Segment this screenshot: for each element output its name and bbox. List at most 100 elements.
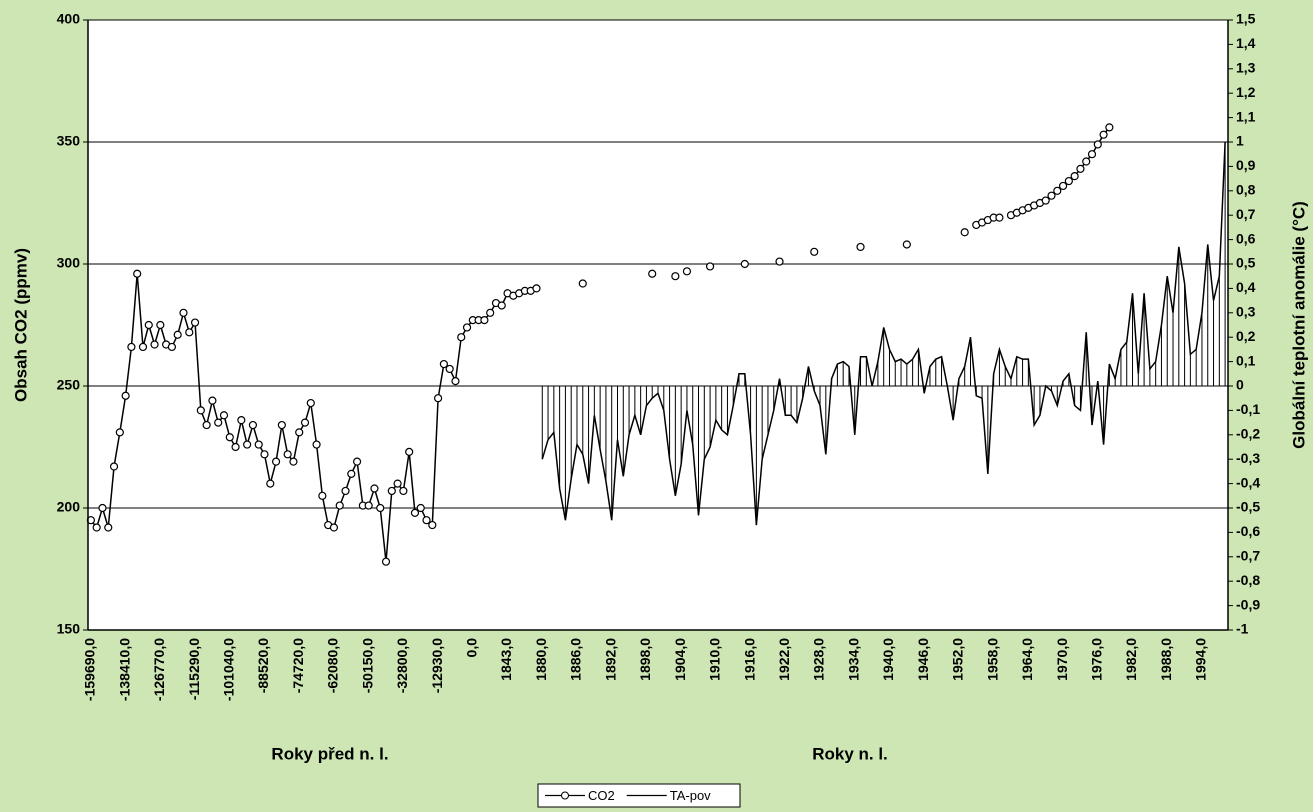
marker — [289, 457, 298, 466]
marker — [173, 330, 182, 339]
marker — [960, 228, 969, 237]
x-tick-label: 1928,0 — [811, 638, 827, 681]
x-tick-label: -62080,0 — [325, 638, 341, 693]
y2-tick-label: -0,2 — [1236, 426, 1260, 442]
marker — [1082, 157, 1091, 166]
x-tick-label: 1922,0 — [776, 638, 792, 681]
x-tick-label: 1988,0 — [1158, 638, 1174, 681]
y2-tick-label: -0,1 — [1236, 401, 1260, 417]
marker — [1076, 164, 1085, 173]
marker — [104, 523, 113, 532]
y-tick-label: 200 — [57, 499, 81, 515]
marker — [231, 442, 240, 452]
marker — [196, 406, 205, 415]
marker — [208, 396, 217, 405]
marker — [416, 503, 425, 513]
y2-tick-label: 0,4 — [1236, 279, 1256, 295]
marker — [237, 416, 246, 425]
marker — [214, 418, 223, 427]
marker — [1041, 196, 1050, 205]
marker — [462, 323, 472, 332]
x-tick-label: 1843,0 — [498, 638, 514, 681]
x-tick-label: 1952,0 — [950, 638, 966, 681]
x-tick-label: 1946,0 — [915, 638, 931, 681]
x-axis-title: Roky n. l. — [812, 744, 888, 763]
y2-tick-label: -0,3 — [1236, 450, 1260, 466]
plot-area — [88, 20, 1228, 630]
x-tick-label: 1880,0 — [533, 638, 549, 681]
marker — [150, 340, 159, 349]
y2-tick-label: -0,6 — [1236, 523, 1260, 539]
marker — [335, 501, 344, 510]
marker — [329, 523, 339, 532]
marker — [318, 491, 327, 500]
marker — [202, 420, 211, 430]
marker — [810, 247, 819, 256]
marker — [277, 420, 286, 430]
marker — [434, 394, 443, 403]
x-tick-label: 1994,0 — [1193, 638, 1209, 681]
marker — [121, 391, 130, 400]
marker — [352, 457, 362, 466]
marker — [457, 333, 466, 342]
y2-tick-label: -0,9 — [1236, 596, 1260, 612]
y-tick-label: 250 — [57, 377, 81, 393]
marker — [856, 242, 865, 252]
x-tick-label: 1910,0 — [707, 638, 723, 681]
marker — [144, 320, 153, 330]
x-tick-label: -101040,0 — [220, 638, 236, 701]
x-tick-label: 1898,0 — [637, 638, 653, 681]
y2-tick-label: 1,3 — [1236, 60, 1256, 76]
y2-tick-label: 0,9 — [1236, 157, 1256, 173]
x-tick-label: 1886,0 — [568, 638, 584, 681]
marker — [185, 328, 194, 337]
legend-label: CO2 — [588, 788, 615, 803]
legend-label: TA-pov — [670, 788, 711, 803]
marker — [393, 479, 402, 488]
x-tick-label: 1904,0 — [672, 638, 688, 681]
marker — [243, 440, 252, 449]
y2-tick-label: 0,7 — [1236, 206, 1256, 222]
x-tick-label: 1976,0 — [1089, 638, 1105, 681]
marker — [486, 308, 495, 317]
marker — [439, 359, 448, 369]
x-tick-label: 0,0 — [464, 638, 480, 658]
y2-tick-label: 0,1 — [1236, 352, 1256, 368]
marker — [1047, 191, 1056, 200]
marker — [312, 440, 321, 449]
legend-marker — [561, 791, 569, 800]
y2-tick-label: 0,2 — [1236, 328, 1256, 344]
marker — [497, 301, 506, 310]
x-tick-label: 1916,0 — [741, 638, 757, 681]
series-line — [541, 141, 1226, 526]
x-tick-label: 1964,0 — [1019, 638, 1035, 681]
y-tick-label: 150 — [57, 621, 81, 637]
marker — [671, 272, 680, 281]
x-tick-label: 1934,0 — [845, 638, 861, 681]
marker — [451, 377, 460, 386]
x-tick-label: -115290,0 — [186, 638, 202, 700]
marker — [347, 469, 356, 478]
marker — [422, 516, 431, 525]
marker — [92, 523, 101, 532]
x-tick-label: 1892,0 — [602, 638, 618, 681]
marker — [260, 450, 269, 459]
marker — [995, 213, 1004, 222]
marker — [271, 457, 281, 466]
marker — [219, 411, 229, 420]
y2-tick-label: 0,5 — [1236, 255, 1256, 271]
marker — [1105, 123, 1114, 132]
marker — [705, 262, 715, 271]
marker — [156, 320, 165, 330]
marker — [428, 520, 437, 530]
y2-tick-label: 1,5 — [1236, 11, 1256, 27]
marker — [300, 418, 310, 427]
marker — [648, 269, 657, 278]
marker — [1070, 172, 1079, 181]
marker — [179, 308, 188, 317]
marker — [167, 342, 177, 352]
marker — [133, 269, 142, 278]
x-tick-label: -50150,0 — [359, 638, 375, 693]
y2-tick-label: 0,6 — [1236, 230, 1256, 246]
